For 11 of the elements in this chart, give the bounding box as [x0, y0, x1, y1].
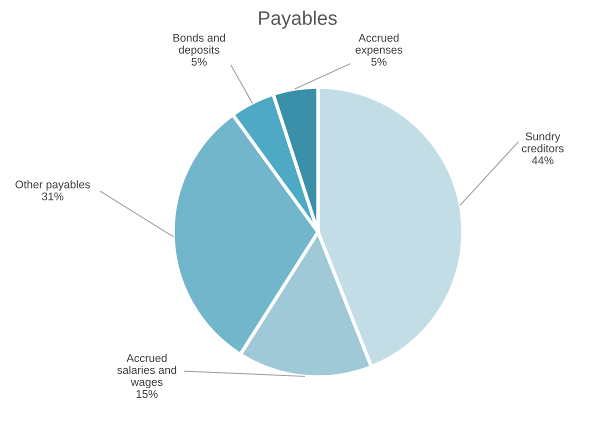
slice-label: Accrued expenses	[356, 34, 402, 56]
slice-label: Other payables	[16, 180, 90, 191]
data-label: 5%	[192, 58, 207, 66]
slice-label: Accrued salaries and wages	[117, 354, 176, 388]
slice-label: Sundry creditors	[522, 132, 564, 152]
data-label: 31%	[42, 192, 64, 200]
data-label: 44%	[532, 156, 554, 164]
data-label: 5%	[371, 58, 387, 66]
data-label: 15%	[136, 390, 158, 398]
chart-title: Payables	[259, 10, 337, 29]
slice-label: Bonds and deposits	[173, 34, 225, 56]
